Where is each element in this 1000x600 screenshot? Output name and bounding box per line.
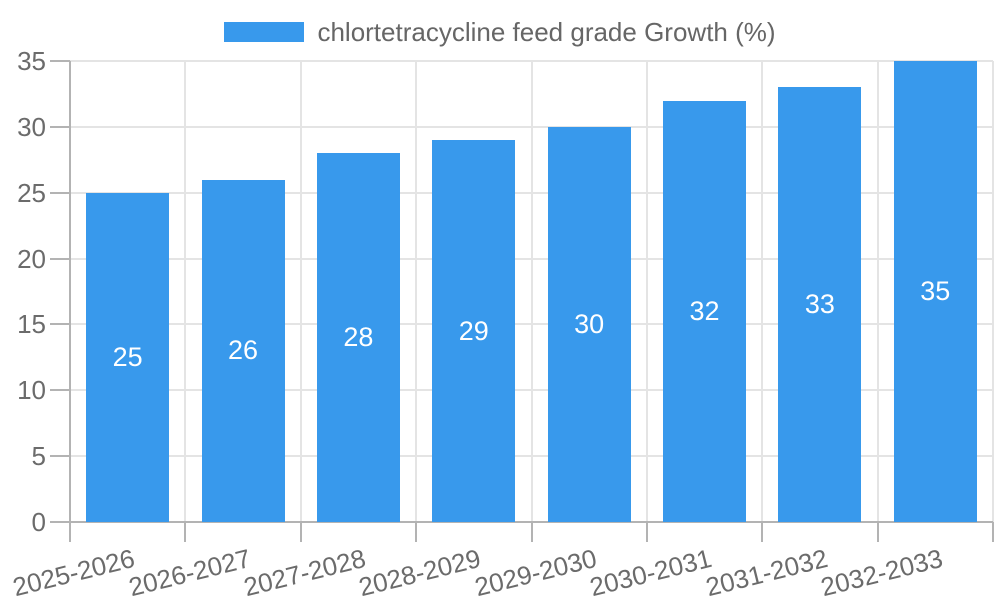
y-axis-tick bbox=[50, 521, 70, 523]
x-axis-label: 2026-2027 bbox=[125, 543, 254, 600]
bar-value-label: 26 bbox=[228, 335, 259, 366]
bar-value-label: 32 bbox=[689, 295, 720, 326]
x-axis-label: 2028-2029 bbox=[356, 543, 485, 600]
y-axis-tick bbox=[50, 257, 70, 260]
y-axis-label: 20 bbox=[17, 243, 46, 274]
vertical-gridline bbox=[299, 61, 302, 522]
x-axis-tick bbox=[645, 522, 648, 542]
bar[interactable]: 25 bbox=[86, 192, 170, 522]
x-axis-tick bbox=[876, 522, 879, 542]
y-axis-label: 0 bbox=[31, 507, 46, 537]
bar[interactable]: 28 bbox=[316, 153, 400, 522]
x-axis-line bbox=[70, 521, 993, 523]
vertical-gridline bbox=[530, 61, 533, 522]
y-axis-label: 25 bbox=[17, 177, 46, 208]
x-axis-label: 2031-2032 bbox=[702, 543, 831, 600]
x-axis-label: 2032-2033 bbox=[817, 543, 946, 600]
bar[interactable]: 35 bbox=[893, 61, 977, 522]
vertical-gridline bbox=[184, 61, 187, 522]
y-axis-tick bbox=[50, 323, 70, 326]
y-axis-label: 15 bbox=[17, 309, 46, 340]
x-axis-tick bbox=[69, 522, 71, 542]
x-axis-tick bbox=[184, 522, 187, 542]
vertical-gridline bbox=[761, 61, 764, 522]
x-axis-label: 2029-2030 bbox=[471, 543, 600, 600]
bar-value-label: 29 bbox=[458, 315, 489, 346]
bar-value-label: 33 bbox=[804, 289, 835, 320]
y-axis-tick bbox=[50, 191, 70, 194]
bar[interactable]: 30 bbox=[547, 126, 631, 522]
vertical-gridline bbox=[415, 61, 418, 522]
vertical-gridline bbox=[645, 61, 648, 522]
bar-value-label: 35 bbox=[920, 276, 951, 306]
bar-value-label: 28 bbox=[343, 322, 374, 353]
bar[interactable]: 32 bbox=[663, 100, 747, 522]
x-axis-label: 2030-2031 bbox=[586, 543, 715, 600]
x-axis-tick bbox=[761, 522, 764, 542]
bar[interactable]: 29 bbox=[432, 140, 516, 522]
vertical-gridline bbox=[992, 61, 994, 522]
chart-legend[interactable]: chlortetracycline feed grade Growth (%) bbox=[0, 17, 1000, 47]
x-axis-label: 2025-2026 bbox=[10, 543, 138, 600]
bar-value-label: 25 bbox=[112, 341, 143, 372]
x-axis-tick bbox=[530, 522, 533, 542]
x-axis-tick bbox=[299, 522, 302, 542]
y-axis-line bbox=[69, 61, 71, 523]
bar[interactable]: 26 bbox=[201, 179, 285, 522]
legend-swatch[interactable] bbox=[224, 22, 305, 42]
vertical-gridline bbox=[876, 61, 879, 522]
y-axis-label: 30 bbox=[17, 111, 46, 142]
y-axis-label: 5 bbox=[31, 441, 46, 472]
y-axis-tick bbox=[50, 60, 70, 62]
y-axis-tick bbox=[50, 125, 70, 128]
bar[interactable]: 33 bbox=[778, 87, 862, 522]
bar-value-label: 30 bbox=[574, 308, 605, 339]
y-axis-label: 35 bbox=[17, 46, 46, 76]
x-axis-label: 2027-2028 bbox=[240, 543, 369, 600]
legend-label[interactable]: chlortetracycline feed grade Growth (%) bbox=[317, 17, 776, 47]
x-axis-tick bbox=[992, 522, 994, 542]
x-axis-tick bbox=[415, 522, 418, 542]
y-axis-tick bbox=[50, 389, 70, 392]
y-axis-label: 10 bbox=[17, 375, 46, 406]
y-axis-tick bbox=[50, 455, 70, 458]
